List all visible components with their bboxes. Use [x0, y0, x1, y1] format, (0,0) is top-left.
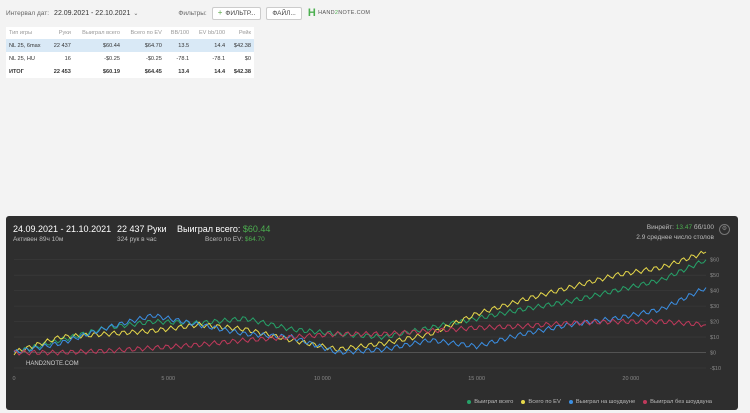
settings-gear-icon[interactable]: ⚙ [719, 224, 730, 235]
column-header[interactable]: Выиграл всего [82, 30, 120, 36]
top-toolbar: Интервал дат: 22.09.2021 - 22.10.2021 ⌄ … [6, 5, 370, 21]
table-cell: NL 25, 6max [6, 39, 49, 52]
legend-swatch-icon [467, 400, 472, 404]
hands-count: 22 437 Руки [117, 224, 167, 234]
ev-total: Всего по EV: $64.70 [205, 236, 265, 243]
table-cell: -78.1 [176, 55, 190, 62]
legend-item[interactable]: Выиграл всего [467, 399, 513, 405]
table-cell: $64.70 [122, 39, 165, 52]
table-cell: $60.44 [73, 39, 123, 52]
table-cell: 13.4 [178, 68, 190, 75]
active-time: Активен 89ч 10м [13, 236, 64, 243]
table-cell: ИТОГ [9, 68, 24, 75]
x-tick-label: 5 000 [161, 376, 175, 382]
winrate-value: 13.47 [675, 224, 693, 231]
bankroll-chart: -$10 $0 $10 $20 $30 $40 $50 $60 0 5 000 10 000 15 0… [12, 250, 721, 382]
series-line [13, 318, 707, 356]
filters-label: Фильтры: [178, 9, 207, 17]
logo-text-left: HAND [318, 10, 335, 16]
table-row[interactable]: NL 25, 6max 22 437 $60.44 $64.70 13.5 14.4 $42… [6, 39, 254, 52]
panel-date-range: 24.09.2021 - 21.10.2021 [13, 224, 112, 234]
column-header[interactable]: Руки [58, 30, 71, 36]
x-tick-label: 10 000 [314, 376, 331, 382]
y-tick-label: $0 [710, 351, 716, 357]
table-cell: $64.45 [144, 68, 162, 75]
y-tick-label: $40 [710, 289, 719, 295]
table-header-row: Тип игры Руки Выиграл всего Всего по EV BB/1… [6, 27, 254, 39]
winrate: Винрейт: 13.47 бб/100 [647, 224, 714, 231]
winrate-unit: бб/100 [693, 224, 714, 231]
table-cell: -$0.25 [145, 55, 162, 62]
series-line [13, 250, 707, 356]
legend-label: Выиграл всего [474, 399, 514, 405]
hand2note-logo: H HAND 2 NOTE.COM [308, 7, 370, 19]
table-cell: $0 [244, 55, 251, 62]
y-tick-label: $50 [710, 273, 719, 279]
y-tick-label: -$10 [710, 366, 721, 372]
table-cell: -$0.25 [104, 55, 120, 62]
y-tick-label: $30 [710, 304, 719, 310]
interval-label: Интервал дат: [6, 9, 50, 17]
legend-label: Всего по EV [528, 399, 561, 405]
series-line [13, 287, 707, 355]
table-cell: 14.4 [192, 39, 229, 52]
y-tick-label: $10 [710, 335, 719, 341]
y-tick-label: $20 [710, 320, 719, 326]
table-cell: -78.1 [212, 55, 226, 62]
table-cell: 22 453 [53, 68, 71, 75]
logo-text-right: NOTE.COM [338, 10, 371, 16]
legend-swatch-icon [643, 400, 648, 404]
graph-panel: 24.09.2021 - 21.10.2021 Активен 89ч 10м … [6, 216, 738, 410]
table-cell: 16 [64, 55, 71, 62]
legend-swatch-icon [521, 400, 526, 404]
chart-legend: Выиграл всего Всего по EV Выиграл на шоуда… [459, 399, 712, 405]
column-header[interactable]: BB/100 [170, 30, 190, 36]
winrate-label: Винрейт: [646, 224, 674, 231]
ev-total-label: Всего по EV: [205, 236, 244, 243]
table-cell: 14.4 [214, 68, 226, 75]
avg-tables: 2.9 среднее число столов [636, 234, 714, 241]
legend-item[interactable]: Выиграл на шоудауне [568, 399, 636, 405]
table-total-row[interactable]: ИТОГ 22 453 $60.19 $64.45 13.4 14.4 $42.38 [6, 65, 254, 78]
ev-total-value: $64.70 [244, 236, 265, 243]
column-header[interactable]: Тип игры [9, 30, 33, 36]
logo-h-icon: H [307, 7, 317, 19]
x-tick-label: 15 000 [468, 376, 485, 382]
table-cell: 22 437 [48, 39, 74, 52]
column-header[interactable]: EV bb/100 [198, 30, 226, 36]
column-header[interactable]: Всего по EV [130, 30, 162, 36]
legend-swatch-icon [568, 400, 573, 404]
column-header[interactable]: Рейк [238, 30, 251, 36]
add-filter-button[interactable]: + ФИЛЬТР... [211, 6, 262, 20]
table-body: NL 25, 6max 22 437 $60.44 $64.70 13.5 14.4 $42… [6, 39, 254, 78]
x-tick-label: 0 [12, 376, 15, 382]
table-row[interactable]: NL 25, HU 16 -$0.25 -$0.25 -78.1 -78.1 $0 [6, 52, 254, 65]
legend-label: Выиграл на шоудауне [575, 399, 636, 405]
logo-text-accent: 2 [334, 10, 339, 16]
table-cell: NL 25, HU [9, 55, 35, 62]
won-total-label: Выиграл всего: [177, 224, 241, 234]
results-table: Тип игры Руки Выиграл всего Всего по EV BB/1… [6, 27, 254, 78]
file-button[interactable]: ФАЙЛ... [266, 6, 302, 20]
file-button-label: ФАЙЛ... [272, 9, 296, 17]
x-tick-label: 20 000 [622, 376, 639, 382]
plus-icon: + [217, 8, 223, 17]
won-total-value: $60.44 [242, 224, 271, 234]
legend-label: Выиграл без шоудауна [650, 399, 712, 405]
table-cell: $42.38 [233, 68, 251, 75]
table-cell: $42.38 [228, 39, 254, 52]
legend-item[interactable]: Выиграл без шоудауна [643, 399, 712, 405]
won-total: Выиграл всего: $60.44 [177, 224, 270, 234]
y-tick-label: $60 [710, 258, 719, 264]
chart-watermark-logo: HAND2NOTE.COM [26, 361, 79, 367]
hands-per-hour: 324 рук в час [117, 236, 157, 243]
table-cell: $60.19 [102, 68, 120, 75]
table-cell: 13.5 [164, 39, 193, 52]
chevron-down-icon[interactable]: ⌄ [133, 10, 139, 17]
legend-item[interactable]: Всего по EV [521, 399, 561, 405]
date-range-picker[interactable]: 22.09.2021 - 22.10.2021 [54, 9, 131, 17]
add-filter-label: ФИЛЬТР... [225, 9, 256, 17]
